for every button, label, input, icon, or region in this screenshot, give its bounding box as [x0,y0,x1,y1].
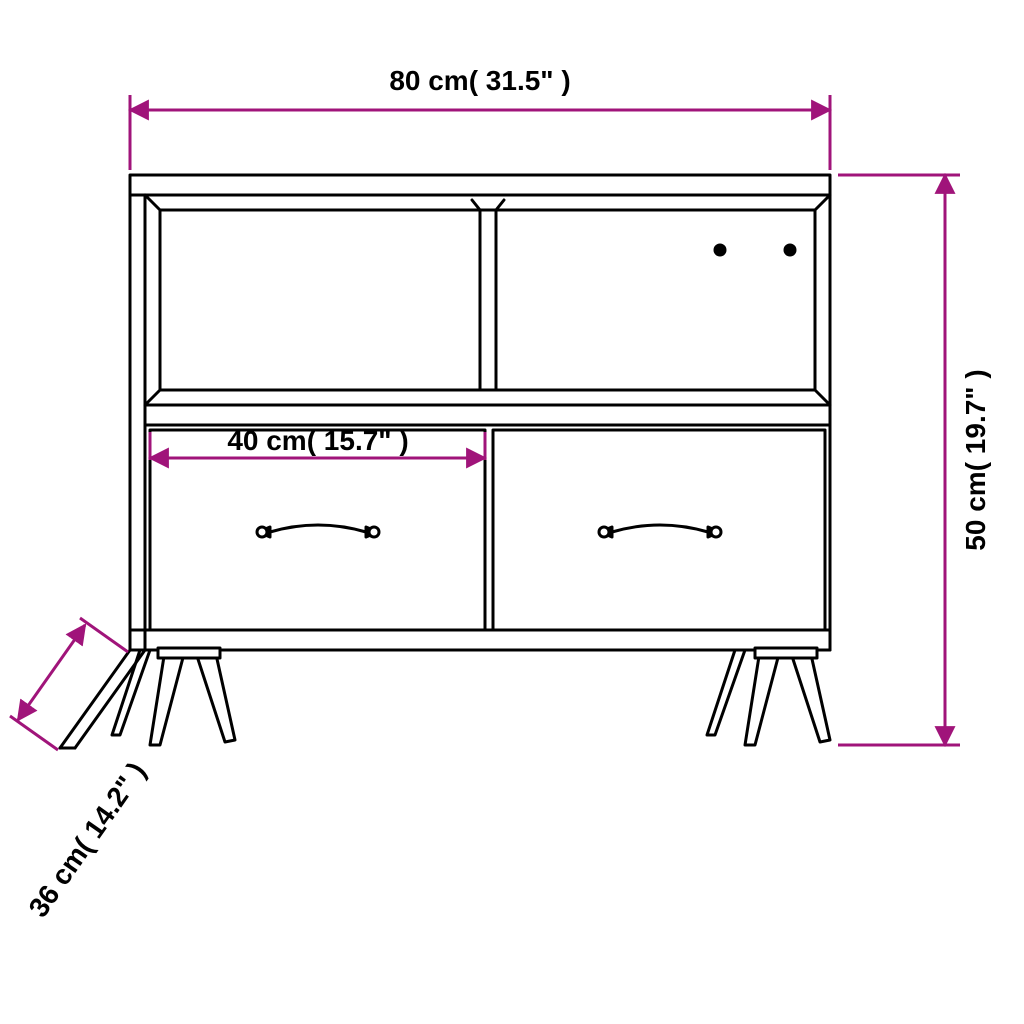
cabinet-outline [60,175,830,748]
label-height: 50 cm( 19.7" ) [960,369,991,550]
label-width: 80 cm( 31.5" ) [389,65,570,96]
label-depth: 36 cm( 14.2" ) [23,756,152,922]
mounting-hole [715,245,725,255]
dim-depth-ext-b [10,716,58,750]
dimension-diagram: 80 cm( 31.5" ) 40 cm( 15.7" ) 50 cm( 19.… [0,0,1024,1024]
dim-depth-ext-t [80,618,128,652]
left-side [130,195,145,650]
top-deck [130,175,830,195]
legs [112,648,830,745]
label-drawer-width: 40 cm( 15.7" ) [227,425,408,456]
shelf-divider [480,210,496,390]
drawer-right [493,430,825,630]
dim-depth [18,625,85,720]
drawer-left [150,430,485,630]
mounting-hole [785,245,795,255]
